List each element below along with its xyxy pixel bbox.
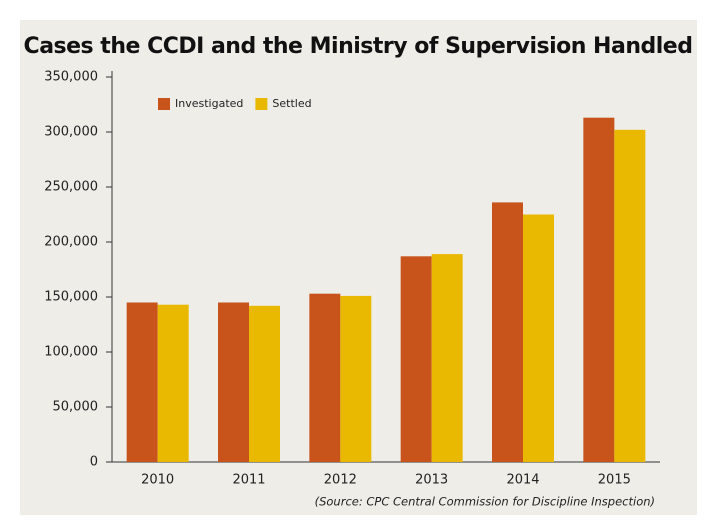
legend-label: Settled (272, 97, 311, 110)
bar (400, 256, 432, 462)
chart-title: Cases the CCDI and the Ministry of Super… (24, 34, 693, 59)
x-tick-label: 2013 (415, 473, 448, 488)
legend-label: Investigated (175, 97, 243, 110)
source-note: (Source: CPC Central Commission for Disc… (315, 495, 655, 509)
y-tick-label: 350,000 (44, 70, 98, 85)
bar (583, 117, 615, 462)
bar (249, 305, 280, 462)
x-tick-label: 2014 (506, 473, 539, 488)
x-tick-label: 2015 (598, 473, 631, 488)
y-tick-label: 250,000 (44, 180, 98, 195)
x-tick-label: 2012 (324, 473, 357, 488)
legend-swatch (255, 98, 268, 110)
y-tick-label: 300,000 (44, 125, 98, 140)
y-tick-label: 100,000 (44, 345, 98, 360)
legend-swatch (158, 98, 170, 110)
bar (157, 304, 189, 462)
bar (523, 214, 554, 462)
y-tick-label: 150,000 (44, 290, 98, 305)
y-tick-label: 50,000 (53, 400, 99, 415)
bar (126, 302, 158, 462)
bar (431, 254, 463, 462)
bar (614, 129, 646, 463)
bar (218, 302, 249, 462)
y-tick-label: 0 (90, 455, 98, 470)
x-tick-label: 2010 (141, 473, 174, 488)
y-tick-label: 200,000 (44, 235, 98, 250)
x-tick-label: 2011 (232, 473, 265, 488)
bar (492, 202, 523, 462)
bar (340, 295, 372, 462)
bar (309, 293, 341, 462)
